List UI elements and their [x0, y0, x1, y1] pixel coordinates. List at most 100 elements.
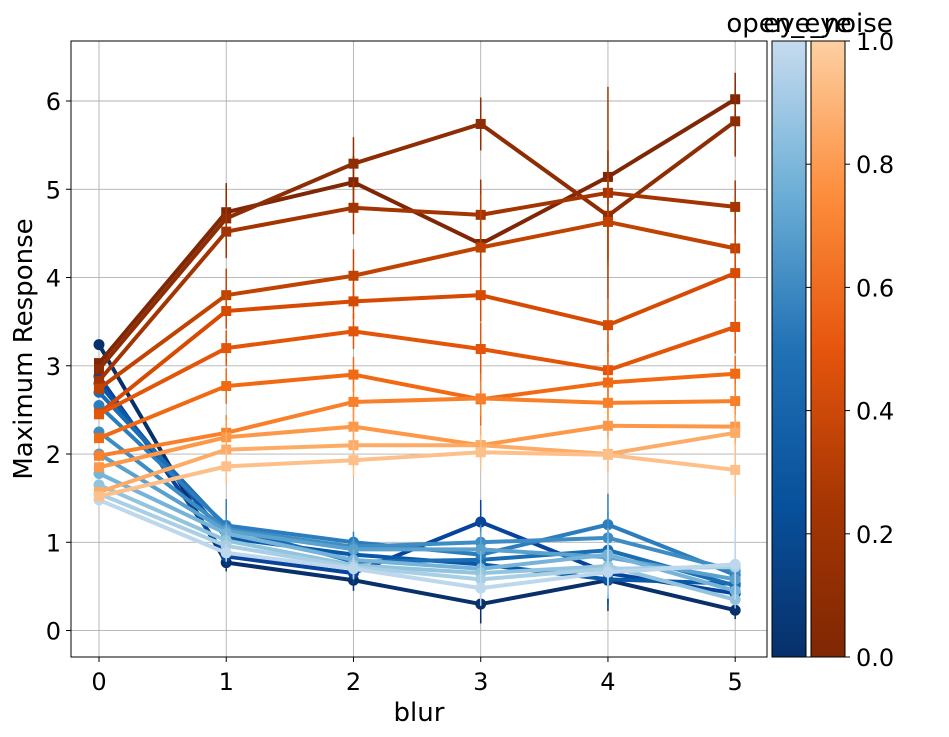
data-point [730, 427, 741, 438]
data-point [348, 326, 359, 337]
colorbar-tick-label: 1.0 [856, 28, 894, 56]
data-point [348, 421, 359, 432]
x-tick-label: 0 [91, 668, 106, 696]
series-line [98, 371, 736, 440]
data-point [348, 369, 359, 380]
data-point [730, 268, 741, 279]
data-point [730, 368, 741, 379]
data-point [475, 582, 487, 594]
data-point [221, 381, 232, 392]
data-point [93, 409, 104, 420]
plot-frame [70, 40, 768, 658]
data-point [93, 364, 104, 375]
data-point [730, 321, 741, 332]
y-axis-label: Maximum Response [9, 218, 39, 479]
y-tick-label: 4 [46, 265, 61, 293]
series-line [98, 450, 736, 499]
data-point [475, 118, 486, 129]
series-line [97, 390, 736, 588]
series-line [97, 97, 737, 365]
data-point [475, 242, 486, 253]
y-tick-label: 6 [46, 88, 61, 116]
data-point [475, 543, 487, 555]
data-point [347, 563, 359, 575]
series-line [98, 430, 736, 494]
series-line [97, 190, 736, 383]
colorbar-tick-label: 0.2 [856, 521, 894, 549]
data-point [602, 566, 614, 578]
colorbar-tick-label: 0.8 [856, 151, 894, 179]
data-point [93, 433, 104, 444]
colorbar-open-eye [771, 40, 807, 658]
colorbar-tick-label: 0.6 [856, 274, 894, 302]
colorbar-eye-noise-title: eye_noise [763, 9, 893, 39]
colorbar-ticks: 0.0 0.2 0.4 0.6 0.8 1.0 [806, 28, 894, 672]
data-point [93, 375, 104, 386]
colorbar-eye-noise [810, 40, 846, 658]
x-axis: 0 1 2 3 4 5 [91, 657, 743, 696]
data-point [221, 306, 232, 317]
eye_noise-series [93, 300, 741, 420]
y-axis: 0 1 2 3 4 5 6 [46, 88, 71, 646]
data-point [602, 377, 613, 388]
series-line [98, 498, 736, 591]
series-line [98, 491, 736, 582]
data-point [730, 116, 741, 127]
y-tick-label: 2 [46, 441, 61, 469]
data-point [93, 450, 104, 461]
eye_noise-series [93, 72, 741, 369]
data-point [221, 226, 232, 237]
series-line [97, 430, 736, 573]
data-point [93, 358, 104, 369]
data-point [730, 396, 741, 407]
data-point [602, 397, 613, 408]
series-line [97, 271, 736, 415]
data-point [602, 216, 613, 227]
x-tick-label: 2 [346, 668, 361, 696]
data-point [348, 202, 359, 213]
x-axis-label: blur [394, 698, 445, 728]
data-point [475, 344, 486, 354]
data-point [93, 491, 104, 502]
x-tick-label: 5 [728, 668, 743, 696]
plot-area [93, 72, 741, 624]
data-point [348, 270, 359, 281]
x-tick-label: 4 [600, 668, 615, 696]
data-point [602, 320, 613, 331]
data-point [221, 461, 232, 472]
y-tick-label: 3 [46, 353, 61, 381]
series-line [98, 471, 736, 593]
eye_noise-series [93, 434, 741, 502]
data-point [348, 455, 359, 466]
y-tick-label: 0 [46, 618, 61, 646]
data-point [221, 343, 232, 354]
data-point [93, 462, 104, 473]
data-point [93, 339, 105, 351]
colorbar-tick-label: 0.0 [856, 644, 894, 672]
data-point [93, 399, 105, 411]
data-point [475, 516, 487, 528]
data-point [475, 447, 486, 458]
series-line [98, 325, 736, 417]
data-point [348, 396, 359, 407]
data-point [730, 464, 741, 475]
x-tick-label: 1 [219, 668, 234, 696]
data-point [475, 393, 486, 404]
data-point [348, 296, 359, 307]
data-point [729, 604, 741, 616]
y-tick-label: 1 [46, 529, 61, 557]
data-point [220, 547, 232, 559]
series-line [97, 219, 736, 391]
data-point [602, 449, 613, 460]
colorbar-open-eye-title: open_eye [726, 9, 851, 39]
data-point [602, 420, 613, 431]
series-line [98, 423, 736, 470]
data-point [348, 158, 359, 169]
series-line [97, 382, 736, 586]
data-point [93, 383, 104, 394]
y-tick-label: 5 [46, 176, 61, 204]
series-line [97, 119, 737, 371]
data-point [475, 290, 486, 301]
data-point [729, 558, 741, 570]
